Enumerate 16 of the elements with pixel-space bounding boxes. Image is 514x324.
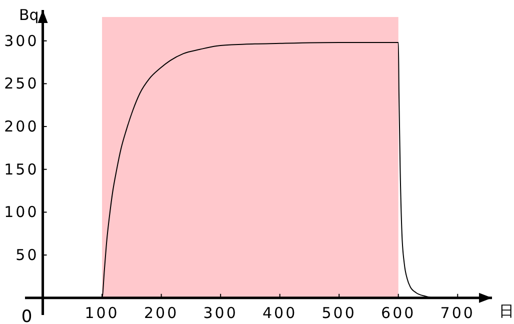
x-tick-label: 200	[144, 304, 179, 322]
y-tick-label: 50	[16, 246, 39, 264]
y-tick-label: 300	[4, 32, 39, 50]
x-tick-label: 400	[262, 304, 298, 322]
x-axis-title: 日	[499, 302, 514, 320]
y-axis-title: Bq	[18, 6, 39, 24]
x-tick-label: 100	[84, 304, 120, 322]
x-tick-label: 700	[440, 304, 475, 322]
x-tick-label: 300	[203, 304, 238, 322]
annotation: 0	[21, 306, 32, 324]
y-tick-label: 200	[4, 118, 39, 136]
y-tick-label: 150	[4, 160, 39, 178]
y-tick-label: 250	[4, 74, 39, 93]
y-tick-label: 100	[4, 203, 39, 222]
x-tick-label: 600	[381, 304, 416, 322]
x-tick-label: 500	[322, 304, 356, 322]
